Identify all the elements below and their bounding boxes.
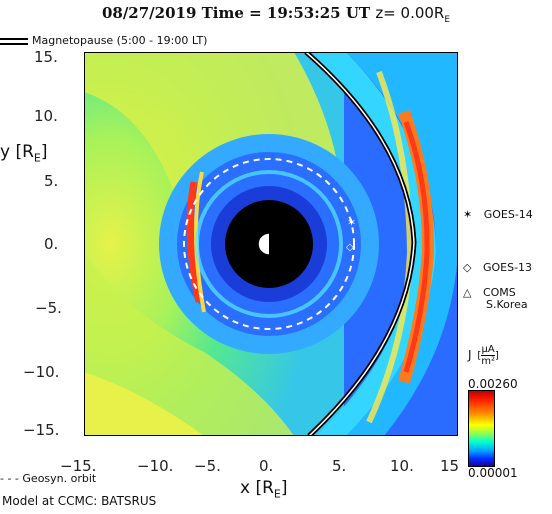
svg-text:◇: ◇: [346, 242, 354, 253]
magnetopause-line-icon: [0, 37, 28, 45]
colorbar-min: 0.00001: [468, 466, 518, 480]
plot-title: 08/27/2019 Time = 19:53:25 UT z= 0.00RE: [0, 4, 552, 25]
sat-legend-goes13: ◇ GOES-13: [463, 261, 533, 274]
title-z: z= 0.00RE: [375, 4, 451, 25]
current-density-plot: ✶ ◇: [84, 52, 458, 436]
sat-legend-coms: △ COMS: [463, 286, 516, 299]
triangle-icon: △: [463, 286, 472, 299]
y-tick-0: 0.: [44, 235, 59, 253]
magnetopause-legend: Magnetopause (5:00 - 19:00 LT): [0, 34, 207, 47]
svg-text:✶: ✶: [347, 216, 356, 229]
y-tick-neg5: −5.: [35, 299, 62, 317]
y-axis-label: y [RE]: [0, 142, 48, 165]
sat-legend-skorea: S.Korea: [486, 298, 528, 311]
colorbar: [468, 390, 495, 467]
x-tick-0: 0.: [259, 457, 274, 475]
diamond-icon: ◇: [463, 261, 472, 274]
x-tick-5: 5.: [332, 457, 347, 475]
colorbar-title: J [ μA m² ]: [468, 344, 499, 367]
magnetopause-legend-label: Magnetopause (5:00 - 19:00 LT): [32, 34, 208, 47]
geosyn-orbit: [183, 158, 355, 330]
y-tick-5: 5.: [44, 172, 59, 190]
y-tick-10: 10.: [34, 107, 58, 125]
x-axis-label: x [RE]: [240, 478, 288, 501]
x-tick-neg5: −5.: [194, 457, 221, 475]
sat-legend-goes14: ✶ GOES-14: [463, 208, 533, 221]
star-icon: ✶: [463, 208, 473, 221]
x-tick-neg15: −15.: [60, 457, 97, 475]
geosyn-legend: - - - Geosyn. orbit: [0, 472, 97, 485]
title-main: 08/27/2019 Time = 19:53:25 UT: [101, 4, 371, 22]
x-tick-neg10: −10.: [137, 457, 174, 475]
y-tick-15: 15.: [34, 48, 58, 66]
y-tick-neg10: −10.: [23, 363, 60, 381]
model-credit: Model at CCMC: BATSRUS: [2, 494, 157, 508]
x-tick-10: 10.: [390, 457, 414, 475]
y-tick-neg15: −15.: [23, 421, 60, 439]
colorbar-max: 0.00260: [468, 377, 518, 391]
x-tick-15: 15: [440, 457, 460, 475]
